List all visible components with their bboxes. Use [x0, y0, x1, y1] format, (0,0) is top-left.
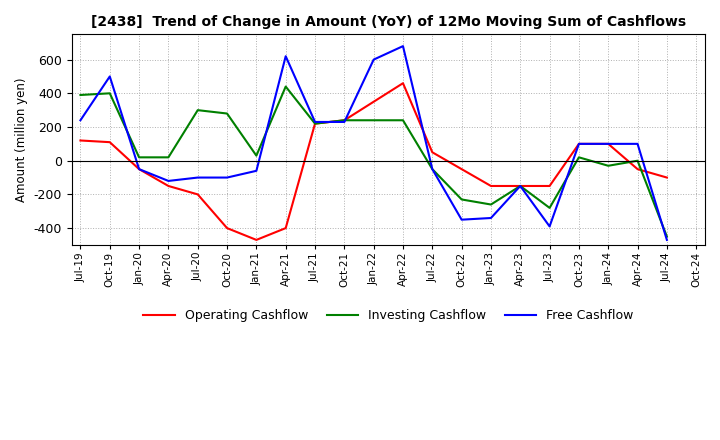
- Investing Cashflow: [164, 155, 173, 160]
- Investing Cashflow: [222, 111, 231, 116]
- Investing Cashflow: [575, 155, 583, 160]
- Operating Cashflow: [399, 81, 408, 86]
- Free Cashflow: [487, 215, 495, 220]
- Free Cashflow: [340, 119, 348, 125]
- Operating Cashflow: [369, 99, 378, 104]
- Y-axis label: Amount (million yen): Amount (million yen): [15, 77, 28, 202]
- Operating Cashflow: [545, 183, 554, 189]
- Operating Cashflow: [222, 225, 231, 231]
- Investing Cashflow: [634, 158, 642, 163]
- Operating Cashflow: [252, 237, 261, 242]
- Free Cashflow: [76, 117, 85, 123]
- Investing Cashflow: [135, 155, 143, 160]
- Free Cashflow: [545, 224, 554, 229]
- Title: [2438]  Trend of Change in Amount (YoY) of 12Mo Moving Sum of Cashflows: [2438] Trend of Change in Amount (YoY) o…: [91, 15, 686, 29]
- Investing Cashflow: [545, 205, 554, 210]
- Free Cashflow: [516, 183, 525, 189]
- Operating Cashflow: [428, 150, 436, 155]
- Operating Cashflow: [311, 121, 320, 126]
- Free Cashflow: [662, 237, 671, 242]
- Operating Cashflow: [662, 175, 671, 180]
- Free Cashflow: [252, 168, 261, 173]
- Operating Cashflow: [457, 166, 466, 172]
- Free Cashflow: [428, 166, 436, 172]
- Investing Cashflow: [487, 202, 495, 207]
- Free Cashflow: [369, 57, 378, 62]
- Investing Cashflow: [282, 84, 290, 89]
- Line: Free Cashflow: Free Cashflow: [81, 46, 667, 240]
- Investing Cashflow: [516, 183, 525, 189]
- Operating Cashflow: [516, 183, 525, 189]
- Free Cashflow: [457, 217, 466, 222]
- Free Cashflow: [222, 175, 231, 180]
- Investing Cashflow: [194, 107, 202, 113]
- Operating Cashflow: [105, 139, 114, 145]
- Line: Operating Cashflow: Operating Cashflow: [81, 83, 667, 240]
- Investing Cashflow: [76, 92, 85, 98]
- Operating Cashflow: [282, 225, 290, 231]
- Investing Cashflow: [604, 163, 613, 169]
- Investing Cashflow: [399, 117, 408, 123]
- Operating Cashflow: [135, 166, 143, 172]
- Free Cashflow: [604, 141, 613, 147]
- Free Cashflow: [105, 74, 114, 79]
- Operating Cashflow: [340, 117, 348, 123]
- Legend: Operating Cashflow, Investing Cashflow, Free Cashflow: Operating Cashflow, Investing Cashflow, …: [138, 304, 639, 327]
- Investing Cashflow: [369, 117, 378, 123]
- Investing Cashflow: [311, 121, 320, 126]
- Operating Cashflow: [575, 141, 583, 147]
- Free Cashflow: [164, 178, 173, 183]
- Investing Cashflow: [105, 91, 114, 96]
- Operating Cashflow: [164, 183, 173, 189]
- Free Cashflow: [634, 141, 642, 147]
- Free Cashflow: [399, 44, 408, 49]
- Operating Cashflow: [76, 138, 85, 143]
- Operating Cashflow: [604, 141, 613, 147]
- Free Cashflow: [575, 141, 583, 147]
- Free Cashflow: [282, 54, 290, 59]
- Investing Cashflow: [252, 153, 261, 158]
- Free Cashflow: [311, 119, 320, 125]
- Operating Cashflow: [194, 192, 202, 197]
- Investing Cashflow: [662, 234, 671, 239]
- Free Cashflow: [135, 166, 143, 172]
- Investing Cashflow: [428, 166, 436, 172]
- Operating Cashflow: [487, 183, 495, 189]
- Investing Cashflow: [457, 197, 466, 202]
- Free Cashflow: [194, 175, 202, 180]
- Investing Cashflow: [340, 117, 348, 123]
- Operating Cashflow: [634, 166, 642, 172]
- Line: Investing Cashflow: Investing Cashflow: [81, 87, 667, 237]
